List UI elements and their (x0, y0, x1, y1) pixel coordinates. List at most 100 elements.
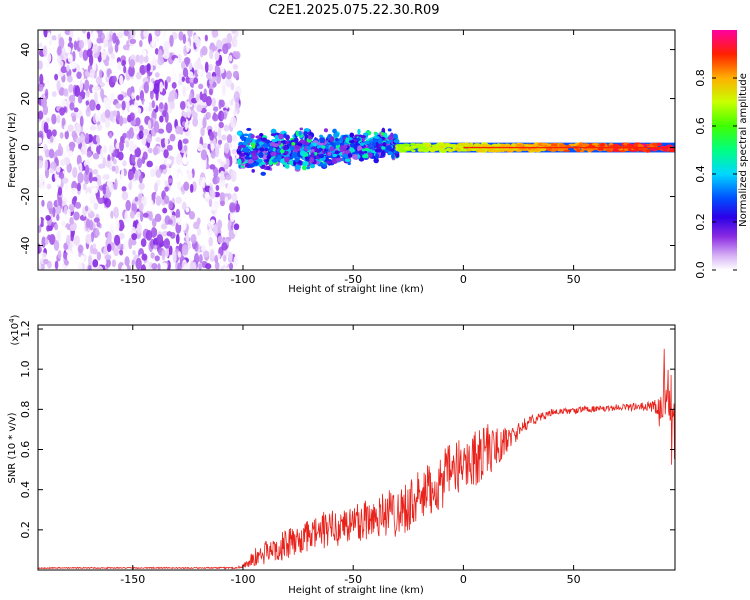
heatmap-cell (131, 239, 137, 246)
heatmap-cell (216, 39, 223, 50)
heatmap-cell (155, 195, 162, 206)
spectrogram-y-tick-label: 20 (19, 92, 32, 106)
heatmap-cell (646, 149, 651, 153)
heatmap-cell (115, 102, 122, 109)
heatmap-cell (96, 265, 104, 270)
colorbar-tick-label: 0.2 (694, 213, 707, 231)
heatmap-cell (306, 166, 311, 170)
heatmap-cell (157, 262, 161, 270)
heatmap-cell (422, 146, 428, 151)
heatmap-cell (198, 117, 203, 129)
heatmap-cell (200, 127, 205, 137)
heatmap-cell (251, 168, 256, 173)
heatmap-cell (223, 255, 227, 262)
snr-series (38, 348, 675, 570)
heatmap-cell (345, 137, 350, 144)
heatmap-cell (257, 158, 263, 164)
heatmap-cell (43, 30, 49, 38)
heatmap-cell (85, 192, 91, 199)
heatmap-cell (116, 31, 124, 39)
heatmap-cell (38, 243, 41, 254)
heatmap-cell (160, 223, 168, 230)
snr-x-tick-label: -100 (231, 573, 256, 586)
heatmap-cell (108, 181, 114, 193)
heatmap-cell (194, 59, 201, 71)
heatmap-cell (247, 159, 254, 164)
heatmap-cell (111, 224, 115, 230)
heatmap-cell (349, 139, 355, 144)
heatmap-cell (68, 143, 75, 153)
heatmap-cell (208, 88, 213, 96)
heatmap-cell (83, 160, 91, 168)
heatmap-cell (154, 182, 158, 193)
heatmap-cell (138, 182, 145, 190)
heatmap-cell (465, 148, 473, 152)
heatmap-cell (371, 142, 377, 147)
heatmap-cell (342, 145, 348, 149)
heatmap-cell (258, 151, 264, 159)
heatmap-cell (135, 54, 140, 63)
heatmap-cell (114, 211, 119, 219)
heatmap-cell (84, 172, 90, 185)
heatmap-cell (514, 149, 523, 152)
heatmap-cell (121, 168, 125, 181)
heatmap-cell (668, 149, 675, 153)
heatmap-cell (187, 71, 194, 79)
heatmap-cell (196, 104, 203, 112)
heatmap-cell (138, 54, 144, 65)
heatmap-cell (68, 83, 74, 93)
heatmap-cell (334, 140, 340, 146)
heatmap-cell (178, 31, 184, 41)
heatmap-cell (656, 142, 662, 146)
heatmap-cell (168, 245, 173, 256)
heatmap-cell (312, 142, 318, 147)
heatmap-cell (187, 170, 193, 181)
heatmap-cell (98, 69, 103, 79)
heatmap-cell (310, 149, 315, 154)
heatmap-cell (332, 128, 337, 134)
heatmap-cell (145, 229, 153, 241)
heatmap-cell (180, 60, 186, 70)
heatmap-cell (42, 104, 49, 116)
heatmap-cell (119, 115, 124, 127)
heatmap-cell (84, 164, 90, 175)
heatmap-cell (226, 183, 233, 194)
heatmap-cell (187, 30, 193, 38)
heatmap-cell (111, 165, 116, 172)
heatmap-cell (128, 170, 135, 180)
heatmap-cell (333, 150, 340, 155)
heatmap-cell (181, 76, 186, 82)
heatmap-cell (64, 183, 69, 191)
heatmap-cell (121, 59, 126, 67)
heatmap-cell (129, 210, 135, 219)
heatmap-cell (457, 145, 465, 149)
heatmap-cell (322, 163, 327, 168)
heatmap-cell (182, 67, 189, 78)
spectrogram-y-ticks: -40 -20 0 20 40 (19, 43, 675, 254)
heatmap-cell (135, 257, 142, 270)
heatmap-cell (150, 168, 156, 178)
snr-scale-label: (x10 (10, 323, 21, 346)
heatmap-cell (117, 151, 124, 161)
heatmap-cell (66, 164, 71, 172)
heatmap-cell (72, 166, 78, 178)
heatmap-cell (303, 130, 308, 137)
heatmap-cell (128, 65, 135, 77)
heatmap-cell (244, 155, 250, 160)
heatmap-cell (136, 222, 142, 234)
heatmap-cell (361, 137, 366, 142)
heatmap-cell (117, 94, 124, 101)
heatmap-cell (162, 207, 168, 214)
heatmap-cell (190, 233, 197, 244)
heatmap-cell (229, 202, 236, 213)
heatmap-cell (155, 169, 162, 178)
heatmap-cell (197, 68, 204, 76)
heatmap-cell (112, 32, 117, 44)
heatmap-cell (272, 143, 280, 148)
heatmap-cell (205, 263, 212, 270)
heatmap-cell (124, 96, 131, 102)
heatmap-cell (92, 31, 99, 40)
heatmap-cell (163, 195, 170, 205)
heatmap-cell (387, 136, 394, 141)
heatmap-cell (154, 72, 160, 78)
